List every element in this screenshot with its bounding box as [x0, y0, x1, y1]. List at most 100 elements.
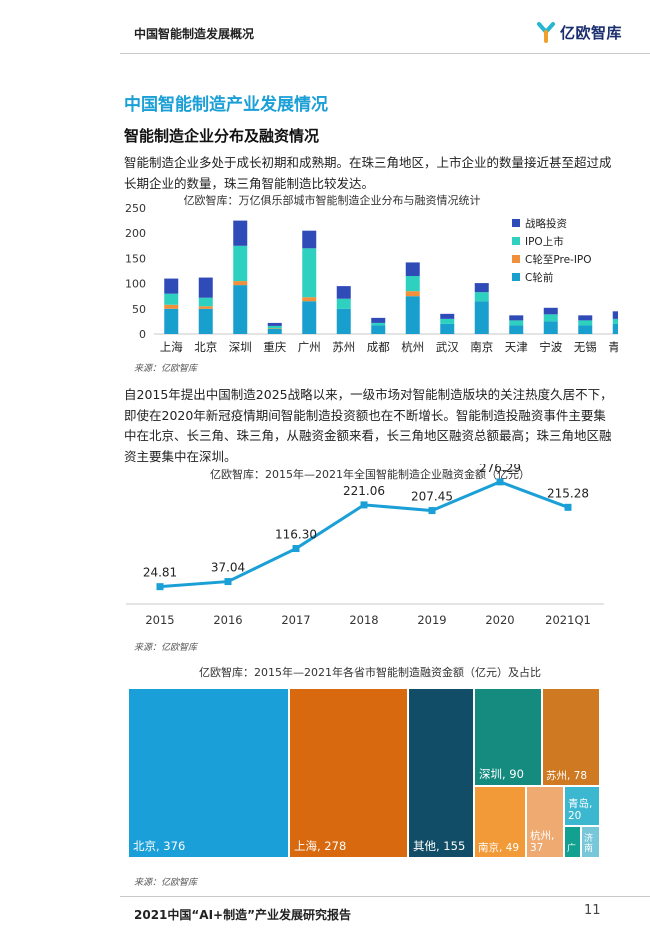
chart1-source: 来源：亿欧智库 — [134, 364, 198, 374]
chart2-title: 亿欧智库：2015年—2021年全国智能制造企业融资金额（亿元） — [210, 467, 530, 481]
chart1-bar-segment — [405, 276, 420, 292]
chart1-bar-segment — [164, 278, 179, 294]
chart1-bar-segment — [509, 315, 524, 321]
chart3-source: 来源：亿欧智库 — [134, 878, 198, 888]
treemap-cell: 上海, 278 — [289, 688, 408, 858]
treemap-cell: 南京, 49 — [474, 786, 526, 858]
chart1-bar-segment — [405, 296, 420, 334]
chart1-category-label: 北京 — [194, 340, 217, 354]
chart1-category-label: 深圳 — [229, 340, 252, 354]
chart1-bar-segment — [233, 220, 248, 246]
treemap-cell-label: 其他, 155 — [413, 839, 466, 853]
chart2-x-label: 2020 — [485, 613, 514, 627]
treemap-cell-label: 深圳, 90 — [479, 767, 524, 781]
chart1-bar-segment — [233, 245, 248, 282]
chart1-bar-segment — [474, 283, 489, 293]
chart1-bar-segment — [509, 325, 524, 334]
chart1-bar-segment — [474, 301, 489, 334]
logo-y-icon — [537, 22, 555, 43]
logo-text: 亿欧智库 — [560, 23, 623, 42]
chart1-legend-swatch — [512, 255, 520, 263]
chart1-bar-segment — [371, 325, 386, 334]
chart2-x-label: 2017 — [281, 613, 310, 627]
chart2-point — [496, 478, 504, 486]
treemap-cell: 济 南 — [581, 826, 600, 858]
chart1-bar-segment — [371, 322, 386, 326]
chart2-data-label: 276.29 — [479, 464, 521, 475]
chart2-x-label: 2018 — [349, 613, 378, 627]
chart1-bar-segment — [336, 308, 351, 334]
chart1-bar-segment — [509, 320, 524, 326]
treemap-cell-label: 苏州, 78 — [546, 770, 588, 782]
chart2-x-label: 2019 — [417, 613, 446, 627]
footer-divider — [120, 896, 650, 897]
chart2-point — [156, 583, 164, 591]
chart1-bar-segment — [302, 301, 317, 334]
chart1-bar-segment — [371, 317, 386, 323]
chart1-bar-segment — [198, 306, 213, 309]
chart1-legend-swatch — [512, 273, 520, 281]
footer-title: 2021中国“AI+制造”产业发展研究报告 — [134, 908, 351, 922]
chart1-bar-segment — [578, 325, 593, 334]
treemap-cell: 广 — [564, 826, 581, 858]
header-divider — [120, 53, 650, 54]
chart1-ytick-label: 250 — [125, 202, 146, 215]
chart2-x-label: 2021Q1 — [545, 613, 591, 627]
chart1-bar-segment — [198, 308, 213, 334]
chart1-bar-segment — [578, 320, 593, 326]
chart1-category-label: 杭州 — [401, 340, 424, 354]
chart1-bar-segment — [267, 322, 282, 326]
chart2-point — [224, 578, 232, 586]
treemap-cell-label: 济 南 — [584, 834, 594, 854]
chart1-bar-segment — [405, 262, 420, 277]
chart1-bar-segment — [198, 297, 213, 307]
chart1-bar-segment — [440, 313, 455, 319]
chart2-x-label: 2015 — [145, 613, 174, 627]
chart1-legend-label: C轮至Pre-IPO — [525, 253, 592, 266]
chart1-bar-segment — [405, 291, 420, 297]
chart1-bar-segment — [164, 308, 179, 334]
chart1-category-label: 无锡 — [574, 340, 597, 354]
chart1-category-label: 青岛 — [608, 340, 618, 354]
city-distribution-chart: 亿欧智库：万亿俱乐部城市智能制造企业分布与融资情况统计 0 50 100 150 200… — [125, 193, 618, 354]
chart1-bar-segment — [302, 248, 317, 298]
chart1-bar-segment — [267, 328, 282, 329]
chart1-ytick-label: 200 — [125, 227, 146, 240]
chart1-bar-segment — [233, 285, 248, 334]
province-funding-treemap: 北京, 376 上海, 278 其他, 155 深圳, 90 苏州, 78 南京, 49 杭… — [128, 688, 600, 858]
chart1-legend-swatch — [512, 219, 520, 227]
chart1-ytick-label: 0 — [139, 328, 146, 341]
chart1-category-label: 苏州 — [332, 340, 355, 354]
treemap-cell: 苏州, 78 — [542, 688, 600, 786]
chart1-bar-segment — [474, 292, 489, 302]
chart1-title: 亿欧智库：万亿俱乐部城市智能制造企业分布与融资情况统计 — [184, 193, 481, 207]
section-title: 中国智能制造产业发展情况 — [124, 95, 328, 115]
chart1-bar-segment — [612, 311, 618, 319]
chart1-bar-segment — [336, 286, 351, 299]
chart1-bar-segment — [440, 323, 455, 334]
chart1-category-label: 南京 — [470, 340, 493, 354]
chart1-category-label: 宁波 — [539, 340, 562, 354]
chart1-legend-label: 战略投资 — [525, 217, 567, 230]
chart1-bar-segment — [440, 318, 455, 324]
chart1-bar-segment — [578, 315, 593, 321]
chart1-bar-segment — [267, 328, 282, 334]
chart1-bar-segment — [543, 314, 558, 322]
treemap-cell-label: 青岛, 20 — [568, 798, 593, 822]
chart2-point — [292, 545, 300, 553]
chart1-bar-segment — [612, 318, 618, 324]
chart2-data-label: 37.04 — [211, 561, 245, 575]
chart2-data-label: 221.06 — [343, 484, 385, 498]
chart1-bar-segment — [164, 304, 179, 309]
treemap-cell-label: 杭州, 37 — [530, 830, 555, 854]
chart3-title: 亿欧智库：2015年—2021年各省市智能制造融资金额（亿元）及占比 — [199, 666, 541, 679]
chart1-ytick-label: 50 — [132, 303, 146, 316]
chart2-point — [564, 503, 572, 511]
treemap-cell: 青岛, 20 — [564, 786, 600, 826]
chart1-ytick-label: 150 — [125, 252, 146, 265]
funding-trend-chart: 亿欧智库：2015年—2021年全国智能制造企业融资金额（亿元） 24.81 37… — [126, 464, 604, 627]
company-logo: 亿欧智库 — [536, 20, 622, 44]
treemap-cell: 杭州, 37 — [526, 786, 564, 858]
chart1-legend-label: IPO上市 — [525, 235, 564, 248]
chart1-ytick-label: 100 — [125, 278, 146, 291]
